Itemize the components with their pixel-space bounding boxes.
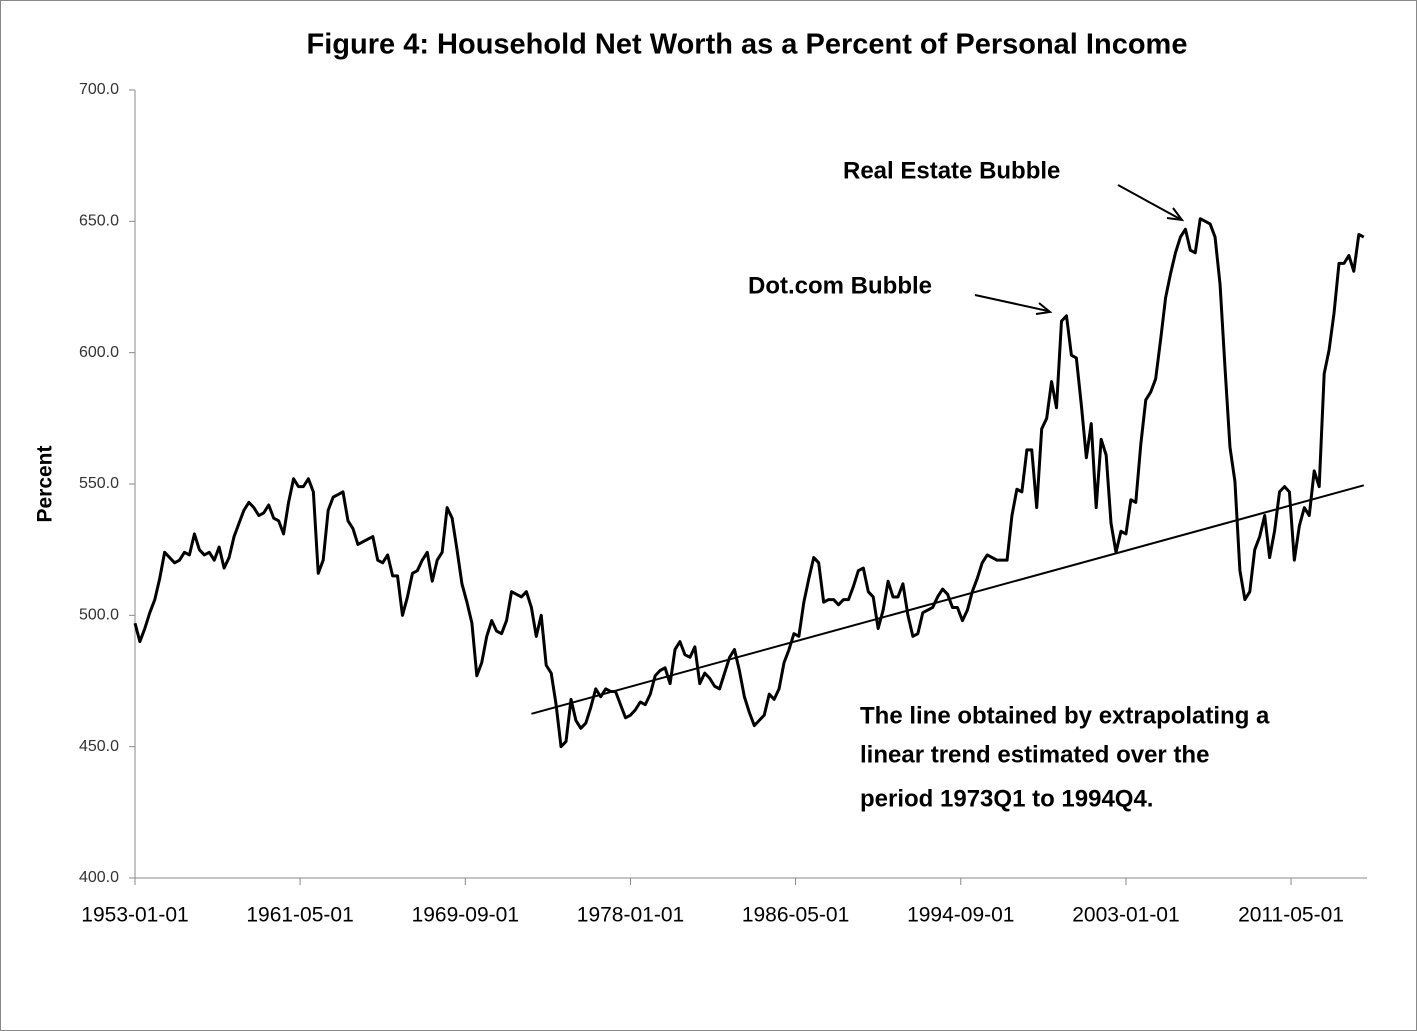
y-tick-label: 400.0 (79, 869, 119, 886)
chart-title: Figure 4: Household Net Worth as a Perce… (307, 29, 1188, 61)
arrow-head (1035, 302, 1053, 315)
x-tick-label: 1994-09-01 (907, 904, 1014, 927)
arrows (974, 184, 1185, 315)
note-line: The line obtained by extrapolating a (860, 702, 1270, 729)
x-tick-label: 1986-05-01 (742, 904, 849, 927)
y-tick-label: 700.0 (79, 81, 119, 98)
note-line: period 1973Q1 to 1994Q4. (860, 785, 1153, 812)
y-tick-label: 650.0 (79, 213, 119, 230)
x-tick-label: 1961-05-01 (246, 904, 353, 927)
annotation: Dot.com Bubble (748, 272, 932, 299)
line-series (531, 484, 1365, 715)
y-tick-label: 600.0 (79, 344, 119, 361)
arrow (974, 294, 1049, 312)
y-tick-label: 500.0 (79, 607, 119, 624)
x-tick-label: 1953-01-01 (81, 904, 188, 927)
note-line: linear trend estimated over the (860, 741, 1209, 768)
line-series (133, 217, 1365, 749)
annotation: Real Estate Bubble (843, 157, 1060, 184)
x-tick-label: 2011-05-01 (1238, 904, 1344, 927)
y-tick-label: 450.0 (79, 738, 119, 755)
arrow-head (1166, 207, 1185, 222)
y-tick-label: 550.0 (79, 475, 119, 492)
x-tick-label: 1978-01-01 (577, 904, 684, 927)
x-tick-label: 2003-01-01 (1072, 904, 1179, 927)
y-axis-label: Percent (34, 445, 57, 522)
arrow (1117, 184, 1181, 220)
x-tick-label: 1969-09-01 (412, 904, 519, 927)
